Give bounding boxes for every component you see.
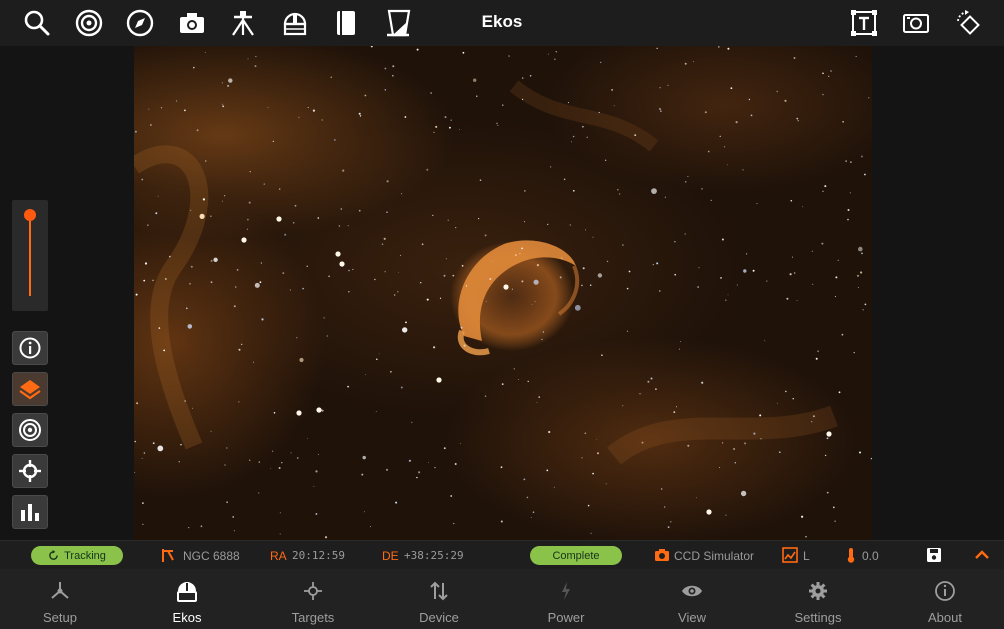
histogram-icon <box>21 504 39 521</box>
notebook-icon[interactable] <box>328 5 364 41</box>
ra-label: RA <box>270 549 287 563</box>
filter-value: L <box>803 549 810 563</box>
fits-image-viewer[interactable] <box>134 46 872 540</box>
target-icon[interactable] <box>71 5 107 41</box>
nav-targets[interactable]: Targets <box>250 569 376 629</box>
observatory-icon[interactable] <box>277 5 313 41</box>
star-field <box>134 46 872 539</box>
layers-icon <box>19 380 41 400</box>
chevron-up-icon[interactable] <box>974 547 990 563</box>
rotate-icon[interactable] <box>950 5 986 41</box>
nav-setup[interactable]: Setup <box>0 569 123 629</box>
bottom-navigation: Setup Ekos Targets Device Power View Set… <box>0 569 1004 629</box>
right-panel <box>872 46 1004 540</box>
nav-ekos[interactable]: Ekos <box>124 569 250 629</box>
histogram-button[interactable] <box>12 495 48 529</box>
exposure-slider[interactable] <box>12 200 48 311</box>
nav-about[interactable]: About <box>882 569 1004 629</box>
camera-icon[interactable] <box>174 5 210 41</box>
about-icon <box>935 581 955 601</box>
setup-icon <box>51 582 69 599</box>
nav-power-label: Power <box>547 610 585 625</box>
ekos-icon <box>177 582 197 602</box>
camera-name: CCD Simulator <box>674 549 755 563</box>
save-icon[interactable] <box>926 547 942 563</box>
mount-icon <box>162 549 174 562</box>
device-icon <box>430 581 448 601</box>
capture-frame-icon[interactable] <box>898 5 934 41</box>
crosshair-button[interactable] <box>12 454 48 488</box>
crosshair-icon <box>19 460 41 482</box>
top-toolbar: Ekos <box>0 0 1004 46</box>
nav-power[interactable]: Power <box>503 569 629 629</box>
targets-icon <box>304 582 322 600</box>
filter-icon <box>782 547 798 563</box>
nav-about-label: About <box>928 610 962 625</box>
compass-icon[interactable] <box>122 5 158 41</box>
target-name: NGC 6888 <box>183 549 240 563</box>
tracking-badge: Tracking <box>31 546 123 565</box>
nav-settings-label: Settings <box>794 610 842 625</box>
nav-view[interactable]: View <box>629 569 755 629</box>
left-tool-panel <box>0 46 134 540</box>
info-icon <box>19 337 41 359</box>
ra-value: 20:12:59 <box>292 549 345 562</box>
text-frame-icon[interactable] <box>846 5 882 41</box>
nav-view-label: View <box>678 610 706 625</box>
de-value: +38:25:29 <box>404 549 464 562</box>
temperature-value: 0.0 <box>862 549 879 563</box>
camera-icon <box>655 549 669 561</box>
slider-knob[interactable] <box>24 209 36 221</box>
power-icon <box>562 582 570 600</box>
status-bar: Tracking NGC 6888 RA 20:12:59 DE +38:25:… <box>0 540 1004 569</box>
search-icon[interactable] <box>19 5 55 41</box>
target-button[interactable] <box>12 413 48 447</box>
capture-status-label: Complete <box>552 549 600 562</box>
nav-targets-label: Targets <box>291 610 335 625</box>
thermometer-icon <box>847 548 855 563</box>
gear-icon <box>809 582 827 600</box>
de-label: DE <box>382 549 399 563</box>
layers-button[interactable] <box>12 372 48 406</box>
nebula-image <box>134 46 872 539</box>
nav-setup-label: Setup <box>43 610 77 625</box>
target-icon <box>19 419 41 441</box>
tracking-label: Tracking <box>64 549 106 562</box>
flat-panel-icon[interactable] <box>380 5 416 41</box>
refresh-icon <box>49 550 58 560</box>
slider-track <box>29 214 31 296</box>
nav-device-label: Device <box>419 610 459 625</box>
nav-device[interactable]: Device <box>376 569 502 629</box>
nav-ekos-label: Ekos <box>172 610 202 625</box>
capture-status-badge: Complete <box>530 546 622 565</box>
info-button[interactable] <box>12 331 48 365</box>
eye-icon <box>682 585 702 597</box>
tripod-icon[interactable] <box>225 5 261 41</box>
nav-settings[interactable]: Settings <box>755 569 881 629</box>
app-title: Ekos <box>481 12 523 31</box>
